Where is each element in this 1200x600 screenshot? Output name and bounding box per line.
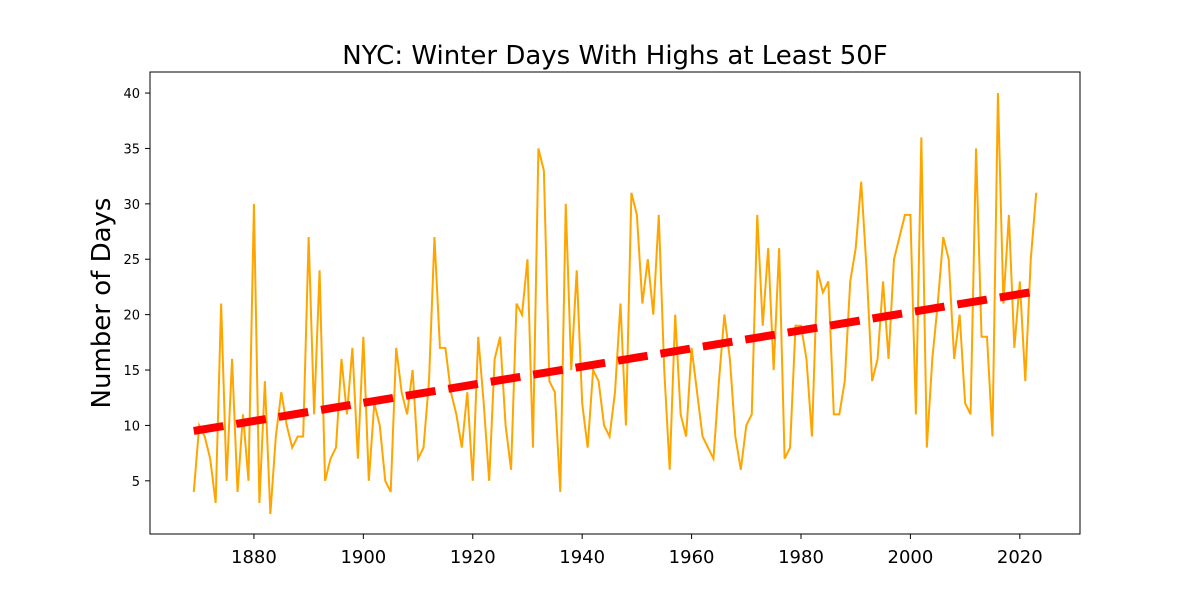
- plot-frame: [149, 71, 1081, 535]
- plot-background: [150, 72, 1080, 534]
- x-tick-label: 1880: [231, 547, 277, 568]
- x-tick-label: 1900: [340, 547, 386, 568]
- y-tick-label: 20: [123, 309, 140, 324]
- y-tick-label: 35: [123, 142, 140, 157]
- y-tick-label: 10: [123, 419, 140, 434]
- x-tick-label: 1980: [778, 547, 824, 568]
- y-tick-label: 15: [123, 364, 140, 379]
- y-tick-label: 25: [123, 253, 140, 268]
- x-tick-label: 1940: [559, 547, 605, 568]
- chart-title: NYC: Winter Days With Highs at Least 50F: [342, 41, 887, 71]
- y-tick-label: 40: [123, 87, 140, 102]
- x-tick-label: 1960: [669, 547, 715, 568]
- y-tick-label: 30: [123, 198, 140, 213]
- data-line: [192, 93, 1038, 515]
- x-tick-label: 2020: [997, 547, 1043, 568]
- trend-line: [193, 287, 1037, 435]
- series-layer: [192, 93, 1038, 515]
- y-tick-label: 5: [132, 475, 140, 490]
- x-tick-label: 2000: [888, 547, 934, 568]
- y-axis-label: Number of Days: [87, 198, 117, 409]
- axes: 1880 1900 1920 1940 1960 1980 2000 2020 5 10 15 20 2…: [123, 71, 1081, 568]
- plot-area: [150, 72, 1080, 534]
- x-tick-label: 1920: [450, 547, 496, 568]
